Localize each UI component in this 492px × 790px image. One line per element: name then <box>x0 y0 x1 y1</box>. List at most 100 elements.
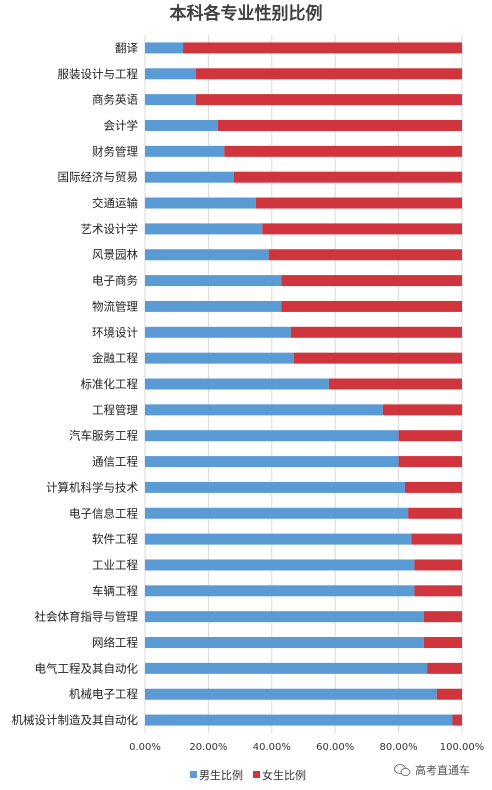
bar-female <box>290 326 462 338</box>
x-tick-label: 60.00% <box>316 742 354 753</box>
bar-female <box>281 300 462 312</box>
x-tick-label: 100.00% <box>440 742 485 753</box>
bar-female <box>452 714 462 726</box>
bar-male <box>145 481 405 493</box>
bar-male <box>145 171 234 183</box>
bar-male <box>145 585 415 597</box>
bar-female <box>183 42 463 54</box>
bar-male <box>145 68 196 80</box>
category-label: 服装设计与工程 <box>58 67 139 81</box>
bar-male <box>145 378 329 390</box>
bar-male <box>145 326 291 338</box>
bar-female <box>436 688 462 700</box>
bar-female <box>423 637 462 649</box>
category-label: 会计学 <box>104 118 139 132</box>
bar-male <box>145 145 225 157</box>
bar-female <box>398 456 462 468</box>
bar-male <box>145 197 256 209</box>
bar-female <box>293 352 462 364</box>
legend-label-male: 男生比例 <box>199 768 243 782</box>
bar-male <box>145 119 218 131</box>
bar-male <box>145 662 428 674</box>
bar-male <box>145 249 269 261</box>
bar-male <box>145 559 415 571</box>
bar-female <box>195 94 462 106</box>
watermark: 高考直通车 <box>394 763 470 777</box>
bar-male <box>145 611 424 623</box>
bar-female <box>404 481 462 493</box>
bar-female <box>255 197 462 209</box>
legend-swatch-male <box>190 771 197 778</box>
category-labels: 翻译服装设计与工程商务英语会计学财务管理国际经济与贸易交通运输艺术设计学风景园林… <box>12 41 139 727</box>
bar-female <box>427 662 462 674</box>
chart-title: 本科各专业性别比例 <box>170 3 323 24</box>
category-label: 交通运输 <box>92 196 138 210</box>
category-label: 金融工程 <box>92 351 138 365</box>
bar-female <box>382 404 462 416</box>
category-label: 计算机科学与技术 <box>46 480 138 494</box>
category-label: 翻译 <box>115 41 138 55</box>
bar-female <box>281 275 462 287</box>
bar-female <box>233 171 462 183</box>
bar-male <box>145 275 282 287</box>
bar-female <box>414 559 462 571</box>
category-label: 风景园林 <box>92 248 138 262</box>
x-tick-label: 80.00% <box>380 742 418 753</box>
bar-female <box>195 68 462 80</box>
bar-female <box>268 249 462 261</box>
bar-female <box>328 378 462 390</box>
category-label: 通信工程 <box>92 455 138 469</box>
category-label: 社会体育指导与管理 <box>35 610 139 624</box>
category-label: 网络工程 <box>92 636 138 650</box>
bar-male <box>145 456 399 468</box>
legend-label-female: 女生比例 <box>262 768 306 782</box>
watermark-text: 高考直通车 <box>415 763 470 777</box>
category-label: 电子信息工程 <box>69 506 138 520</box>
category-label: 机械电子工程 <box>69 687 138 701</box>
bar-male <box>145 404 383 416</box>
bar-female <box>224 145 462 157</box>
bar-male <box>145 300 282 312</box>
category-label: 汽车服务工程 <box>69 429 138 443</box>
category-label: 电气工程及其自动化 <box>35 661 139 675</box>
bar-male <box>145 533 412 545</box>
x-axis-ticks: 0.00% 20.00% 40.00% 60.00% 80.00% 100.00% <box>129 742 484 753</box>
category-label: 机械设计制造及其自动化 <box>12 713 139 727</box>
category-label: 标准化工程 <box>81 377 139 391</box>
bars <box>145 42 463 726</box>
bar-female <box>414 585 462 597</box>
category-label: 艺术设计学 <box>81 222 139 236</box>
bar-male <box>145 94 196 106</box>
wechat-icon <box>394 764 411 777</box>
legend: 男生比例 女生比例 <box>190 768 306 782</box>
bar-female <box>411 533 462 545</box>
category-label: 环境设计 <box>92 325 138 339</box>
bar-female <box>262 223 462 235</box>
category-label: 国际经济与贸易 <box>58 170 139 184</box>
x-tick-label: 0.00% <box>129 742 161 753</box>
category-label: 财务管理 <box>92 144 138 158</box>
bar-male <box>145 352 294 364</box>
bar-male <box>145 688 437 700</box>
category-label: 车辆工程 <box>92 584 138 598</box>
bar-male <box>145 42 184 54</box>
x-tick-label: 20.00% <box>189 742 227 753</box>
bar-male <box>145 223 263 235</box>
bar-male <box>145 507 409 519</box>
category-label: 工程管理 <box>92 403 138 417</box>
category-label: 物流管理 <box>92 299 138 313</box>
bar-male <box>145 714 453 726</box>
category-label: 电子商务 <box>92 274 138 288</box>
bar-male <box>145 430 399 442</box>
category-label: 工业工程 <box>92 558 138 572</box>
bar-female <box>398 430 462 442</box>
bar-male <box>145 637 424 649</box>
category-label: 软件工程 <box>92 532 138 546</box>
bar-female <box>423 611 462 623</box>
legend-swatch-female <box>253 771 260 778</box>
category-label: 商务英语 <box>92 93 138 107</box>
x-tick-label: 40.00% <box>253 742 291 753</box>
bar-female <box>217 119 462 131</box>
bar-female <box>408 507 462 519</box>
